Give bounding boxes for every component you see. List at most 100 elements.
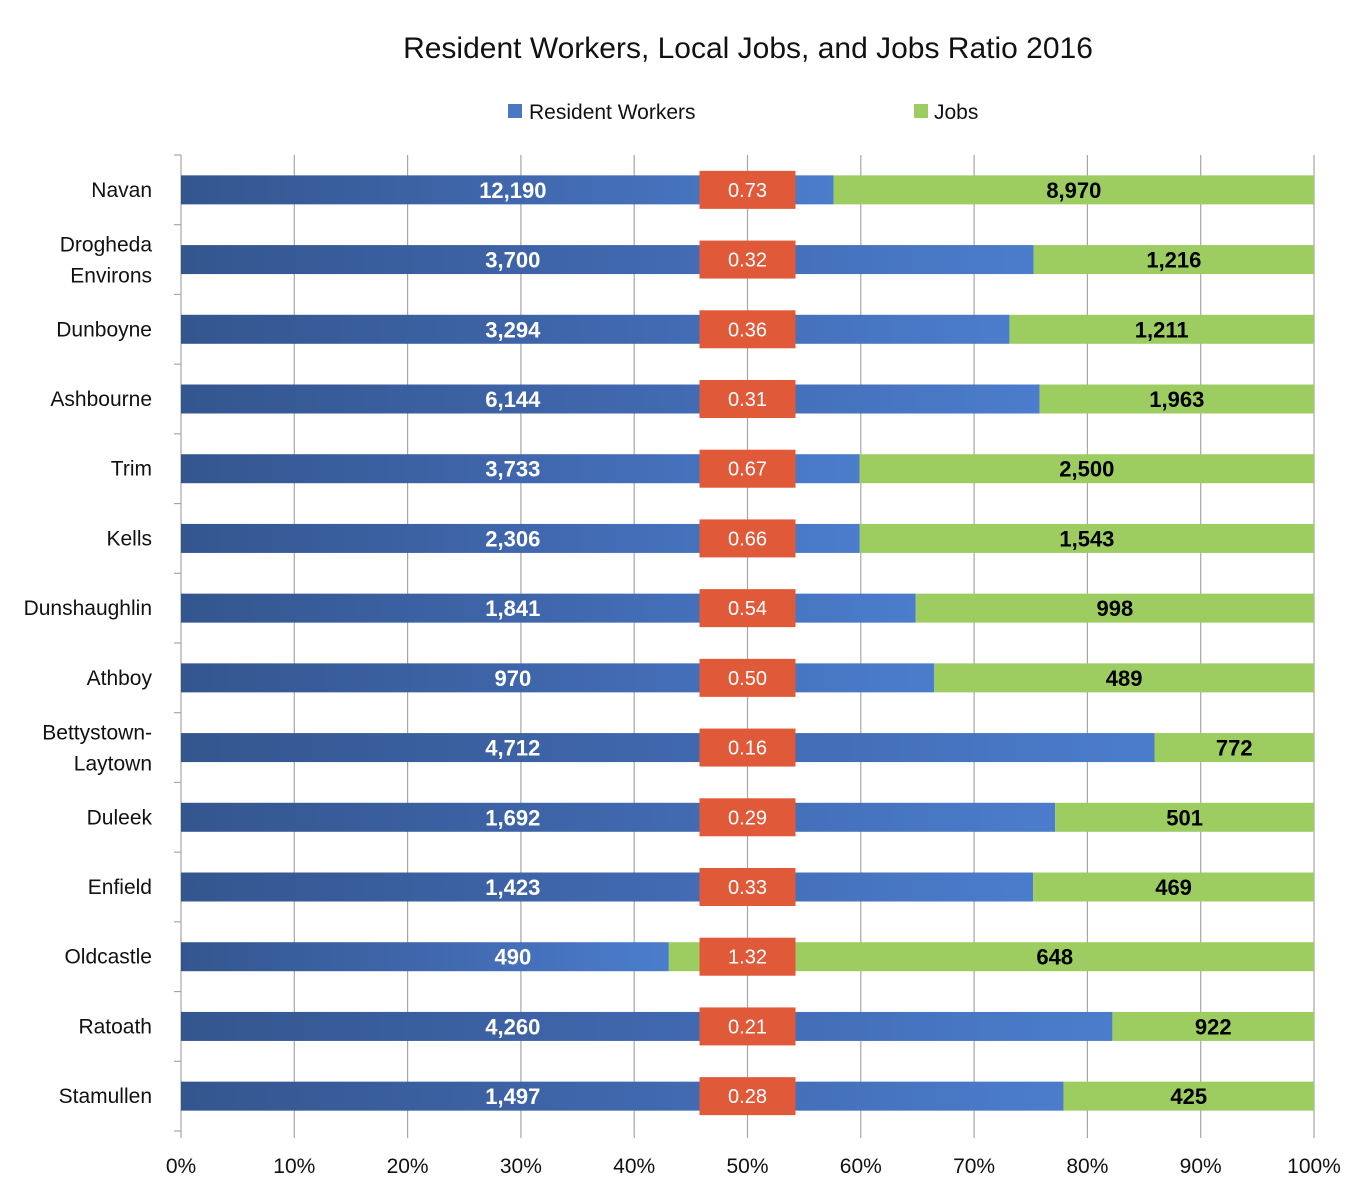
ratio-box xyxy=(699,170,796,209)
bar-jobs xyxy=(833,175,1314,205)
value-label-resident-workers: 2,306 xyxy=(485,526,540,551)
ratio-label: 0.66 xyxy=(728,528,767,550)
value-label-jobs: 1,216 xyxy=(1146,248,1201,273)
legend-swatch-resident-workers xyxy=(508,104,522,118)
value-label-jobs: 1,963 xyxy=(1149,387,1204,412)
bar-jobs xyxy=(1009,314,1314,344)
ratio-box xyxy=(699,449,796,488)
ratio-box xyxy=(699,798,796,837)
x-tick-label: 50% xyxy=(726,1155,768,1178)
ratio-box xyxy=(699,310,796,349)
bar-resident-workers xyxy=(181,314,1010,344)
bar-resident-workers xyxy=(181,663,935,693)
ratio-box xyxy=(699,589,796,628)
bar-jobs xyxy=(1033,872,1314,902)
ratio-label: 0.29 xyxy=(728,807,767,829)
legend-label-resident-workers: Resident Workers xyxy=(529,101,696,124)
category-label: Oldcastle xyxy=(64,946,152,969)
bar-jobs xyxy=(859,523,1314,553)
ratio-box xyxy=(699,519,796,558)
ratio-box xyxy=(699,728,796,767)
bar-resident-workers xyxy=(181,733,1155,763)
category-label: Drogheda xyxy=(60,234,153,257)
bar-jobs xyxy=(1033,245,1314,275)
ratio-label: 0.54 xyxy=(728,598,767,620)
category-label: Dunshaughlin xyxy=(24,597,152,620)
value-label-jobs: 1,543 xyxy=(1059,526,1114,551)
chart-title: Resident Workers, Local Jobs, and Jobs R… xyxy=(403,32,1093,65)
ratio-label: 0.50 xyxy=(728,668,767,690)
ratio-box xyxy=(699,240,796,279)
ratio-label: 0.21 xyxy=(728,1016,767,1038)
value-label-resident-workers: 12,190 xyxy=(479,178,546,203)
value-label-jobs: 501 xyxy=(1166,805,1203,830)
ratio-label: 0.33 xyxy=(728,877,767,899)
bar-jobs xyxy=(1112,1011,1314,1041)
legend-label-jobs: Jobs xyxy=(934,101,978,124)
value-label-jobs: 469 xyxy=(1155,875,1192,900)
value-label-resident-workers: 1,497 xyxy=(485,1084,540,1109)
bar-jobs xyxy=(934,663,1314,693)
x-tick-label: 100% xyxy=(1287,1155,1341,1178)
ratio-label: 0.16 xyxy=(728,738,767,760)
category-label: Navan xyxy=(91,179,152,202)
value-label-resident-workers: 4,712 xyxy=(485,736,540,761)
value-label-jobs: 2,500 xyxy=(1059,457,1114,482)
value-label-jobs: 8,970 xyxy=(1046,178,1101,203)
bar-jobs xyxy=(1063,1081,1314,1111)
plot-area: 0% 10% 20% 30% 40% 50% 60% 70% 80% 90% 100% Navan 0.… xyxy=(24,154,1341,1178)
bar-resident-workers xyxy=(181,872,1034,902)
bar-resident-workers xyxy=(181,1081,1064,1111)
value-label-resident-workers: 1,841 xyxy=(485,596,540,621)
category-label: Dunboyne xyxy=(56,318,152,341)
ratio-label: 0.28 xyxy=(728,1086,767,1108)
ratio-box xyxy=(699,658,796,697)
category-label: Ratoath xyxy=(78,1015,152,1038)
category-label: Enfield xyxy=(88,876,152,899)
bar-jobs xyxy=(859,454,1314,484)
ratio-label: 0.73 xyxy=(728,180,767,202)
category-label: Kells xyxy=(106,527,152,550)
x-tick-label: 90% xyxy=(1180,1155,1222,1178)
ratio-label: 0.67 xyxy=(728,459,767,481)
category-label: Bettystown- xyxy=(42,722,152,745)
ratio-label: 0.32 xyxy=(728,250,767,272)
x-tick-label: 0% xyxy=(166,1155,196,1178)
value-label-resident-workers: 6,144 xyxy=(485,387,541,412)
category-label: Ashbourne xyxy=(50,388,152,411)
x-tick-label: 20% xyxy=(387,1155,429,1178)
bar-resident-workers xyxy=(181,942,669,972)
x-tick-label: 60% xyxy=(840,1155,882,1178)
ratio-box xyxy=(699,1007,796,1046)
value-label-resident-workers: 4,260 xyxy=(485,1014,540,1039)
x-tick-label: 30% xyxy=(500,1155,542,1178)
value-label-jobs: 489 xyxy=(1106,666,1143,691)
ratio-box xyxy=(699,1077,796,1116)
bar-jobs xyxy=(1039,384,1314,414)
bar-resident-workers xyxy=(181,245,1034,275)
legend-swatch-jobs xyxy=(914,104,928,118)
ratio-box xyxy=(699,937,796,976)
legend: Resident Workers Jobs xyxy=(508,101,978,124)
value-label-jobs: 922 xyxy=(1195,1014,1232,1039)
bar-jobs xyxy=(915,593,1314,623)
ratio-label: 0.31 xyxy=(728,389,767,411)
ratio-label: 0.36 xyxy=(728,319,767,341)
x-tick-label: 10% xyxy=(273,1155,315,1178)
bar-jobs xyxy=(1154,733,1314,763)
value-label-jobs: 425 xyxy=(1170,1084,1207,1109)
category-label: Duleek xyxy=(87,806,153,829)
value-label-resident-workers: 1,692 xyxy=(485,805,540,830)
category-label: Stamullen xyxy=(59,1085,152,1108)
ratio-box xyxy=(699,868,796,906)
bar-resident-workers xyxy=(181,802,1056,832)
value-label-jobs: 1,211 xyxy=(1135,317,1189,342)
value-label-resident-workers: 970 xyxy=(494,666,531,691)
value-label-resident-workers: 490 xyxy=(494,945,531,970)
value-label-jobs: 998 xyxy=(1096,596,1133,621)
category-label: Athboy xyxy=(87,667,153,690)
value-label-resident-workers: 3,700 xyxy=(485,248,540,273)
x-tick-label: 80% xyxy=(1066,1155,1108,1178)
value-label-resident-workers: 3,733 xyxy=(485,457,540,482)
